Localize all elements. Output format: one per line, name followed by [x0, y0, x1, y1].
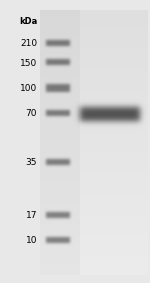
Text: kDa: kDa — [19, 18, 37, 26]
Text: 100: 100 — [20, 84, 37, 93]
Text: 35: 35 — [26, 158, 37, 167]
Text: 150: 150 — [20, 59, 37, 68]
Text: 210: 210 — [20, 38, 37, 48]
Text: 10: 10 — [26, 236, 37, 245]
Text: 70: 70 — [26, 109, 37, 118]
Text: 17: 17 — [26, 211, 37, 220]
